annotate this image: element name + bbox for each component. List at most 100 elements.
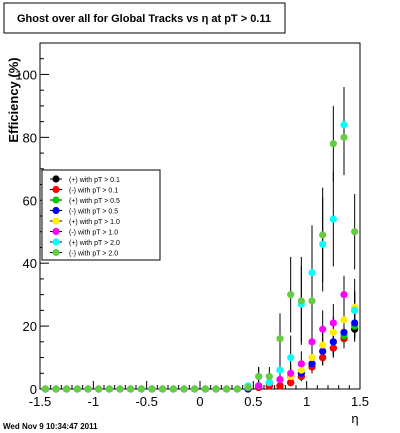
- legend-label: (-) with pT > 0.5: [69, 209, 118, 216]
- data-point: [276, 335, 284, 343]
- data-point: [297, 366, 305, 374]
- x-tick-label: 1.5: [351, 394, 369, 409]
- data-point: [340, 316, 348, 324]
- data-point: [319, 231, 327, 239]
- legend-marker: [52, 217, 60, 225]
- data-point: [233, 385, 241, 393]
- data-point: [297, 360, 305, 368]
- error-bars-group: [247, 87, 356, 389]
- data-point: [351, 228, 359, 236]
- legend-marker: [52, 238, 60, 246]
- data-point: [351, 306, 359, 314]
- data-point: [287, 369, 295, 377]
- y-tick-label: 0: [30, 382, 37, 397]
- data-point: [308, 338, 316, 346]
- data-point: [148, 385, 156, 393]
- data-point: [212, 385, 220, 393]
- chart-title: Ghost over all for Global Tracks vs η at…: [17, 13, 271, 25]
- points-group: [41, 121, 359, 393]
- data-point: [223, 385, 231, 393]
- legend-label: (-) with pT > 2.0: [69, 251, 118, 258]
- data-point: [63, 385, 71, 393]
- x-tick-label: -0.5: [135, 394, 157, 409]
- data-point: [201, 385, 209, 393]
- data-point: [95, 385, 103, 393]
- data-point: [329, 140, 337, 148]
- data-point: [329, 215, 337, 223]
- y-tick-label: 80: [23, 130, 37, 145]
- x-axis-label: η: [351, 411, 358, 426]
- data-point: [340, 291, 348, 299]
- data-point: [287, 353, 295, 362]
- data-point: [319, 353, 327, 362]
- data-point: [180, 385, 188, 393]
- data-point: [276, 366, 284, 374]
- data-point: [308, 353, 316, 362]
- data-point: [319, 341, 327, 349]
- x-tick-label: 0.5: [244, 394, 262, 409]
- data-point: [297, 297, 305, 305]
- legend-label: (-) with pT > 0.1: [69, 188, 118, 195]
- legend-marker: [52, 248, 60, 257]
- data-point: [276, 382, 284, 390]
- legend-label: (-) with pT > 1.0: [69, 230, 118, 237]
- legend-marker: [52, 206, 60, 215]
- data-point: [191, 385, 199, 393]
- legend-marker: [52, 227, 60, 236]
- data-point: [159, 385, 167, 393]
- legend-marker: [52, 185, 60, 194]
- title-box: [3, 2, 286, 34]
- data-point: [308, 360, 316, 368]
- data-point: [329, 344, 337, 352]
- data-point: [319, 347, 327, 355]
- y-tick-label: 40: [23, 256, 37, 271]
- axes-group: -1.5 -1 -0.5 0 0.5 1 1.5 0 20 40 60 80 100: [15, 42, 369, 409]
- data-point: [308, 269, 316, 277]
- data-point: [329, 328, 337, 336]
- data-point: [351, 319, 359, 327]
- y-tick-label: 60: [23, 193, 37, 208]
- data-point: [265, 379, 273, 387]
- legend-label: (+) with pT > 0.5: [69, 198, 120, 205]
- data-point: [52, 385, 60, 393]
- x-tick-label: -1.5: [29, 394, 51, 409]
- data-point: [319, 240, 327, 248]
- legend-box: [41, 169, 161, 261]
- data-point: [287, 291, 295, 299]
- data-point: [255, 382, 263, 390]
- data-point: [329, 338, 337, 346]
- footer-timestamp: Wed Nov 9 10:34:47 2011: [3, 422, 98, 431]
- x-tick-label: -1: [88, 394, 100, 409]
- data-point: [308, 297, 316, 305]
- data-point: [244, 383, 252, 392]
- data-point: [340, 328, 348, 336]
- y-axis-label: Efficiency (%): [6, 57, 21, 142]
- data-point: [137, 385, 145, 393]
- data-point: [105, 385, 113, 393]
- data-point: [340, 121, 348, 129]
- data-point: [41, 385, 49, 393]
- legend-marker: [52, 175, 60, 183]
- data-point: [84, 385, 92, 393]
- legend-marker: [52, 196, 60, 204]
- legend-label: (+) with pT > 0.1: [69, 177, 120, 184]
- data-point: [73, 385, 81, 393]
- x-tick-label: 1: [303, 394, 310, 409]
- legend-label: (+) with pT > 1.0: [69, 219, 120, 226]
- data-point: [265, 372, 273, 381]
- data-point: [276, 375, 284, 384]
- x-tick-label: 0: [196, 394, 203, 409]
- legend-group: (+) with pT > 0.1 (-) with pT > 0.1 (+) wi…: [50, 175, 120, 258]
- data-point: [287, 379, 295, 387]
- y-tick-label: 100: [15, 67, 37, 82]
- data-point: [329, 319, 337, 327]
- data-point: [340, 133, 348, 141]
- data-point: [116, 385, 124, 393]
- y-tick-label: 20: [23, 319, 37, 334]
- legend-label: (+) with pT > 2.0: [69, 240, 120, 247]
- data-point: [127, 385, 135, 393]
- data-point: [319, 325, 327, 333]
- data-point: [255, 372, 263, 381]
